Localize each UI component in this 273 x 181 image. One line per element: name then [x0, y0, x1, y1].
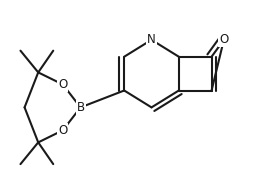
Text: B: B — [76, 101, 85, 114]
Text: N: N — [147, 33, 156, 46]
Text: O: O — [58, 124, 67, 137]
Text: O: O — [58, 78, 67, 91]
Text: O: O — [219, 33, 229, 46]
